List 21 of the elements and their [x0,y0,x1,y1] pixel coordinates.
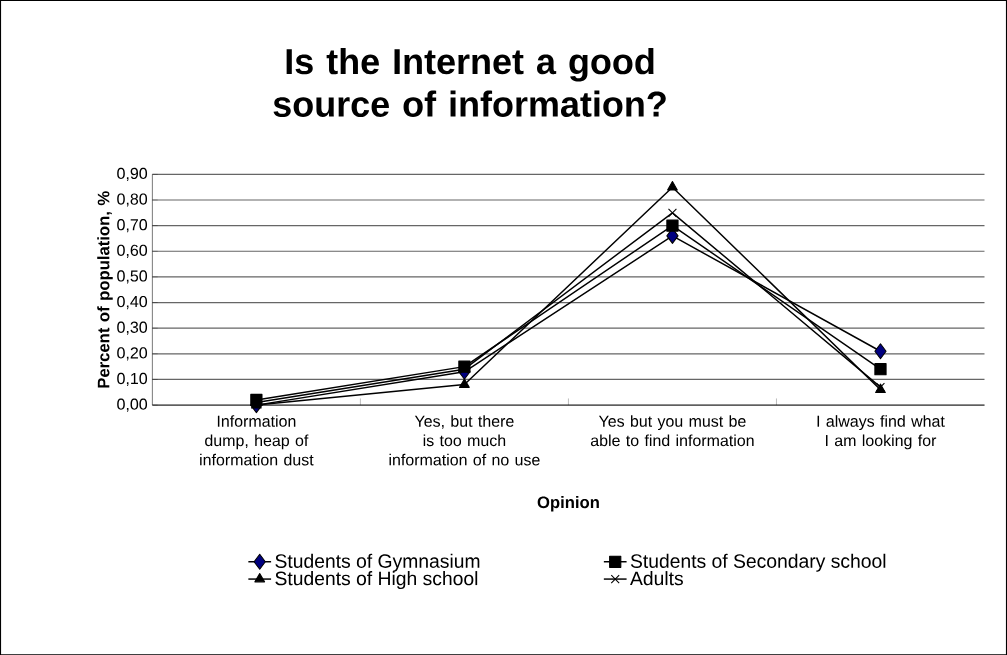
y-tick-label: 0,10 [117,372,148,386]
chart-title: Is the Internet a good source of information? [273,47,666,117]
legend-label: Adults [630,570,683,586]
y-tick-label: 0,90 [117,167,148,181]
y-axis-title: Percent of population, % [97,191,113,388]
y-tick-label: 0,50 [117,270,148,284]
legend-label: Students of Gymnasium [275,553,480,572]
y-tick-label: 0,80 [117,193,148,207]
x-tick-label: I always find what I am looking for [817,414,945,450]
y-tick-label: 0,40 [117,295,148,309]
y-tick-label: 0,00 [117,398,148,412]
legend-label: Students of High school [275,570,478,589]
x-axis-title: Opinion [537,495,599,512]
y-tick-label: 0,20 [117,347,148,361]
legend-label: Students of Secondary school [630,553,886,572]
y-tick-label: 0,30 [117,321,148,335]
x-tick-label: Yes but you must be able to find information [590,414,754,446]
x-tick-label: Yes, but there is too much information of no use [389,414,540,466]
x-tick-label: Information dump, heap of information dust [200,414,314,466]
y-tick-label: 0,70 [117,218,148,233]
y-tick-label: 0,60 [117,244,148,258]
